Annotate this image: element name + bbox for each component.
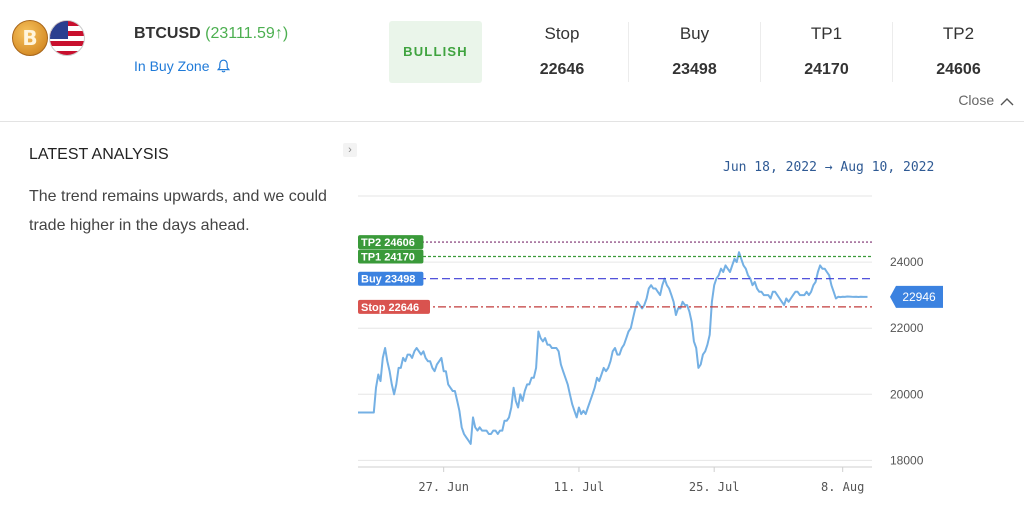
symbol-name: BTCUSD — [134, 25, 201, 42]
level-label: Stop — [544, 24, 580, 43]
level-label: Buy — [679, 24, 710, 43]
x-tick-label: 8. Aug — [821, 480, 864, 494]
level-tag-label: TP2 24606 — [361, 237, 415, 249]
chevron-up-icon — [1000, 98, 1014, 106]
expand-chevron-icon[interactable]: › — [343, 143, 357, 157]
level-buy: Buy 23498 — [627, 22, 760, 82]
bell-icon[interactable] — [217, 59, 231, 73]
range-arrow: → — [824, 160, 833, 175]
level-value: 24170 — [804, 61, 849, 78]
bitcoin-icon: B — [12, 20, 48, 56]
price-series-line — [358, 251, 868, 445]
x-tick-label: 25. Jul — [689, 480, 740, 494]
range-to: Aug 10, 2022 — [840, 160, 935, 175]
y-tick-label: 24000 — [890, 255, 924, 269]
current-price-tag — [890, 285, 943, 308]
level-tag — [358, 235, 424, 250]
close-label: Close — [958, 92, 995, 108]
x-tick-label: 27. Jun — [418, 480, 469, 494]
analysis-text: The trend remains upwards, and we could … — [29, 188, 327, 234]
level-tag — [358, 249, 424, 264]
level-tp1: TP1 24170 — [759, 22, 892, 82]
symbol-price: (23111.59↑) — [205, 25, 289, 42]
current-price-label: 22946 — [902, 290, 936, 304]
symbol-title[interactable]: BTCUSD (23111.59↑) — [134, 25, 288, 43]
range-from: Jun 18, 2022 — [723, 160, 817, 175]
close-button[interactable]: Close — [958, 92, 1014, 108]
level-label: TP1 — [810, 24, 843, 43]
level-value: 24606 — [936, 61, 981, 78]
instrument-header: B BTCUSD (23111.59↑) In Buy Zone BULLISH… — [0, 0, 1024, 122]
level-value: 22646 — [539, 61, 585, 78]
zone-label: In Buy Zone — [134, 58, 210, 74]
chart-date-range[interactable]: Jun 18, 2022 → Aug 10, 2022 — [723, 160, 934, 175]
level-label: TP2 — [942, 24, 975, 43]
x-tick-label: 11. Jul — [554, 480, 605, 494]
level-stop: Stop 22646 — [496, 22, 628, 82]
y-tick-label: 20000 — [890, 387, 924, 401]
sentiment-badge: BULLISH — [389, 21, 482, 83]
level-tag — [358, 271, 424, 286]
y-tick-label: 18000 — [890, 453, 924, 467]
trade-levels: Stop 22646 Buy 23498 TP1 24170 TP2 24606 — [496, 22, 1024, 82]
level-tag — [358, 299, 430, 314]
us-flag-icon — [49, 20, 85, 56]
level-tag-label: Buy 23498 — [361, 274, 415, 286]
zone-link[interactable]: In Buy Zone — [134, 58, 231, 74]
level-value: 23498 — [672, 61, 717, 78]
level-tp2: TP2 24606 — [891, 22, 1024, 82]
y-tick-label: 22000 — [890, 321, 924, 335]
analysis-title: LATEST ANALYSIS — [29, 146, 169, 163]
level-tag-label: TP1 24170 — [361, 251, 415, 263]
level-tag-label: Stop 22646 — [361, 302, 419, 314]
